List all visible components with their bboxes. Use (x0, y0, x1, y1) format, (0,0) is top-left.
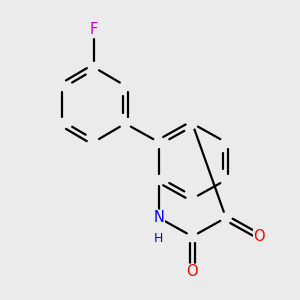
Text: H: H (154, 232, 164, 245)
Text: N: N (153, 210, 164, 225)
Text: F: F (89, 22, 98, 38)
Text: O: O (254, 229, 265, 244)
Text: O: O (187, 264, 198, 279)
